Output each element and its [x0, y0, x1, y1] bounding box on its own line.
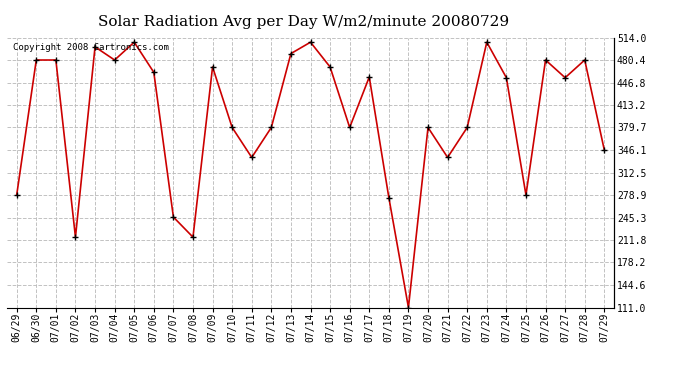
Text: Copyright 2008 Cartronics.com: Copyright 2008 Cartronics.com	[13, 43, 169, 52]
Text: Solar Radiation Avg per Day W/m2/minute 20080729: Solar Radiation Avg per Day W/m2/minute …	[98, 15, 509, 29]
